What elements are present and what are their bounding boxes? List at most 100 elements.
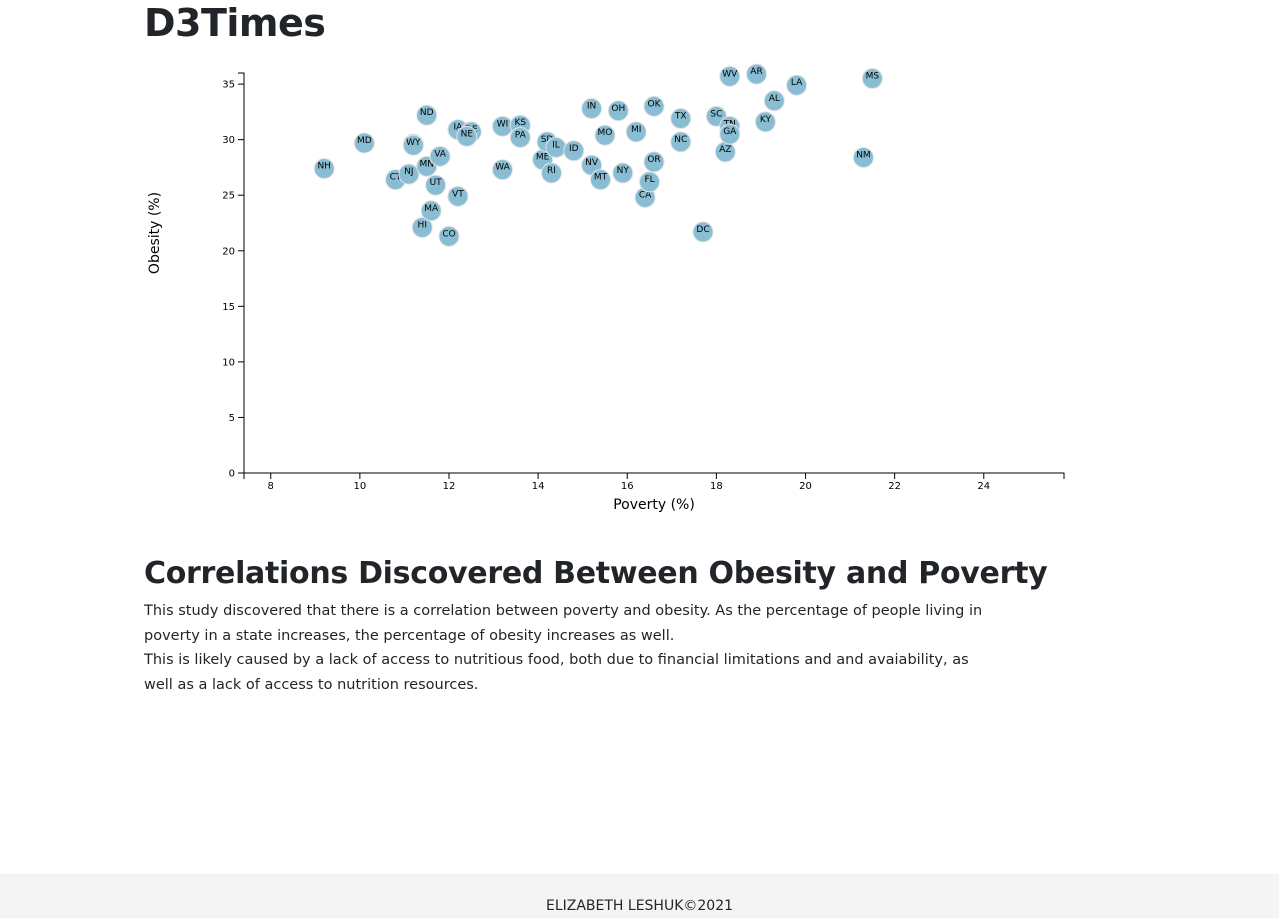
data-point-mi: MI: [625, 121, 647, 143]
y-tick-label: 0: [229, 469, 235, 480]
data-point-ri: RI: [541, 162, 562, 184]
paragraph-causes: This is likely caused by a lack of acces…: [144, 652, 969, 693]
data-point-dc: DC: [692, 221, 714, 243]
x-tick-label: 14: [532, 481, 545, 492]
data-point-il: IL: [545, 136, 567, 158]
point-marker: [692, 221, 714, 243]
point-label: OH: [611, 104, 625, 114]
point-marker: [625, 121, 647, 143]
data-point-ar: AR: [746, 63, 767, 85]
point-marker: [509, 126, 531, 148]
point-label: NM: [856, 150, 871, 160]
point-marker: [763, 90, 785, 112]
point-label: NY: [617, 166, 630, 176]
x-tick-label: 18: [710, 481, 723, 492]
data-point-hi: HI: [411, 216, 433, 238]
data-point-la: LA: [786, 74, 808, 96]
point-label: IL: [552, 140, 560, 150]
y-axis-title: Obesity (%): [147, 192, 163, 274]
point-label: CO: [442, 229, 455, 239]
point-label: TX: [674, 112, 687, 122]
point-label: AL: [769, 94, 780, 104]
point-marker: [456, 125, 478, 147]
data-point-ms: MS: [861, 68, 883, 90]
data-point-tx: TX: [670, 108, 692, 130]
point-label: RI: [547, 166, 556, 176]
scatter-chart: NHMDCTNJAKWYHINDMNMAUTVACOIAVTDENEWIWAKS…: [144, 60, 1104, 520]
point-label: OR: [647, 155, 660, 165]
x-axis-title: Poverty (%): [613, 497, 695, 513]
data-point-ne: NE: [456, 125, 478, 147]
data-point-ga: GA: [719, 123, 741, 145]
data-point-id: ID: [563, 140, 585, 162]
point-marker: [353, 132, 375, 154]
point-marker: [581, 98, 603, 120]
point-marker: [563, 140, 585, 162]
point-label: DC: [696, 225, 709, 235]
point-marker: [719, 65, 741, 87]
point-marker: [719, 123, 741, 145]
point-marker: [447, 185, 469, 207]
x-tick-label: 16: [621, 481, 634, 492]
point-label: MA: [424, 204, 439, 214]
section-heading: Correlations Discovered Between Obesity …: [144, 556, 1048, 591]
data-point-nj: NJ: [398, 163, 420, 185]
data-point-wy: WY: [402, 134, 424, 156]
point-label: KY: [760, 115, 772, 125]
point-marker: [754, 111, 776, 133]
data-point-mt: MT: [590, 169, 612, 191]
point-label: LA: [791, 78, 803, 88]
y-tick-label: 15: [222, 302, 235, 313]
data-point-ma: MA: [420, 200, 442, 222]
point-marker: [670, 131, 692, 153]
point-label: ME: [536, 153, 550, 163]
point-marker: [438, 225, 460, 247]
point-marker: [491, 159, 513, 181]
point-label: VT: [452, 189, 464, 199]
data-point-al: AL: [763, 90, 785, 112]
point-marker: [607, 100, 629, 122]
point-marker: [643, 151, 665, 173]
point-marker: [398, 163, 420, 185]
y-axis: 0 5 10 15 20 25 30 35: [222, 72, 245, 480]
point-marker: [786, 74, 808, 96]
point-marker: [746, 63, 767, 85]
point-marker: [402, 134, 424, 156]
data-point-az: AZ: [714, 141, 736, 163]
x-tick-label: 24: [977, 481, 990, 492]
point-label: UT: [430, 178, 443, 188]
data-point-nd: ND: [416, 104, 438, 126]
point-label: MO: [598, 128, 613, 138]
point-label: OK: [648, 99, 662, 109]
point-label: AR: [750, 67, 762, 77]
data-point-vt: VT: [447, 185, 469, 207]
x-tick-label: 10: [354, 481, 367, 492]
data-point-co: CO: [438, 225, 460, 247]
data-point-wv: WV: [719, 65, 741, 87]
data-point-va: VA: [429, 145, 451, 167]
y-axis-line: [238, 72, 245, 474]
point-label: PA: [515, 130, 527, 140]
data-point-oh: OH: [607, 100, 629, 122]
point-label: NJ: [404, 167, 413, 177]
points-layer: NHMDCTNJAKWYHINDMNMAUTVACOIAVTDENEWIWAKS…: [313, 63, 883, 247]
x-axis-line: [243, 472, 1065, 479]
footer-copyright: ELIZABETH LESHUK©2021: [545, 898, 734, 914]
point-marker: [313, 158, 335, 180]
point-label: NH: [317, 162, 331, 172]
y-tick-label: 5: [229, 413, 235, 424]
point-marker: [852, 146, 874, 168]
point-label: MD: [357, 136, 372, 146]
point-label: NV: [585, 158, 599, 168]
point-marker: [594, 124, 616, 146]
point-label: CT: [390, 173, 402, 183]
point-label: FL: [644, 175, 654, 185]
point-marker: [541, 162, 562, 184]
x-tick-label: 8: [268, 481, 274, 492]
point-label: MN: [419, 159, 434, 169]
point-label: IA: [454, 123, 464, 133]
data-point-pa: PA: [509, 126, 531, 148]
point-marker: [590, 169, 612, 191]
point-marker: [420, 200, 442, 222]
y-tick-label: 30: [222, 135, 235, 146]
